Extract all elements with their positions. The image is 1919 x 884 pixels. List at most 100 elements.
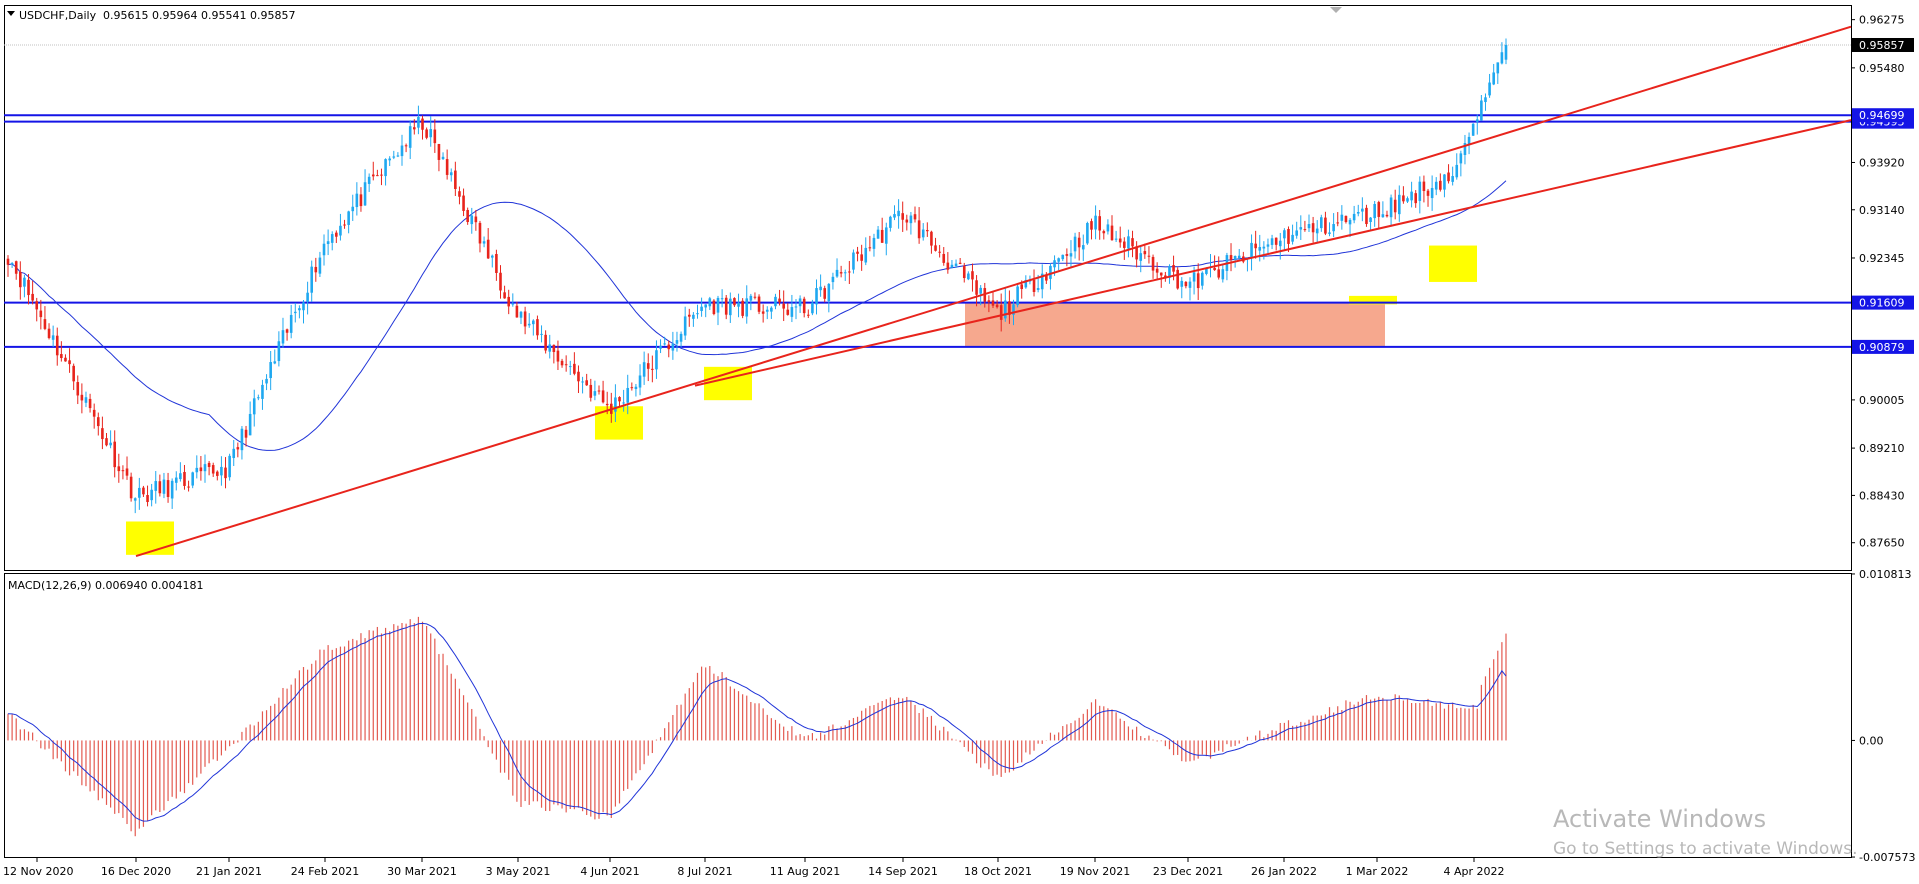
- candle-body: [60, 354, 63, 359]
- macd-tick-label: -0.007573: [1859, 851, 1915, 864]
- candle-body: [499, 272, 502, 291]
- candle-body: [770, 307, 773, 312]
- price-tick-label: 0.88430: [1859, 489, 1905, 502]
- candle-body: [462, 195, 465, 211]
- candle-body: [76, 382, 80, 396]
- candle-body: [651, 368, 654, 370]
- candle-body: [490, 255, 494, 258]
- candle-body: [1196, 273, 1200, 289]
- candle-body: [585, 380, 588, 386]
- candle-body: [511, 303, 515, 305]
- candle-body: [523, 311, 527, 327]
- candle-body: [1488, 82, 1491, 96]
- candle-body: [408, 126, 412, 148]
- candle-body: [351, 206, 355, 212]
- candle-body: [1135, 246, 1138, 260]
- candle-body: [47, 328, 51, 339]
- candle-body: [1065, 254, 1069, 256]
- candle-body: [852, 252, 855, 270]
- candle-body: [1492, 72, 1495, 85]
- candle-body: [872, 237, 876, 249]
- level-label-text: 0.94699: [1859, 109, 1905, 122]
- candle-body: [527, 323, 531, 326]
- candle-body: [179, 473, 182, 480]
- candle-body: [269, 362, 272, 379]
- candle-body: [1352, 213, 1356, 221]
- candle-body: [51, 335, 55, 340]
- candle-body: [150, 489, 153, 501]
- candle-body: [191, 472, 194, 486]
- candle-body: [638, 375, 642, 388]
- candle-body: [749, 295, 753, 301]
- candle-body: [298, 308, 301, 311]
- candle-body: [257, 397, 260, 399]
- candle-body: [790, 307, 794, 317]
- candle-body: [400, 145, 404, 157]
- candle-body: [273, 361, 277, 364]
- candle-body: [909, 215, 913, 224]
- candle-body: [696, 313, 699, 315]
- candle-body: [564, 364, 568, 366]
- symbol-label: USDCHF,Daily: [19, 9, 97, 22]
- candle-body: [798, 298, 802, 307]
- candle-body: [433, 129, 437, 144]
- candle-body: [938, 251, 941, 253]
- candle-body: [474, 216, 478, 223]
- candle-body: [807, 314, 810, 316]
- level-label-box: [1852, 295, 1914, 310]
- candle-body: [642, 362, 646, 377]
- candle-body: [1172, 265, 1175, 272]
- candle-body: [1402, 195, 1405, 202]
- candle-body: [667, 344, 671, 350]
- candle-body: [289, 314, 293, 333]
- candle-body: [31, 293, 34, 301]
- candle-body: [1439, 180, 1442, 190]
- highlight-box: [1429, 245, 1477, 282]
- candle-body: [129, 476, 133, 499]
- candle-body: [950, 264, 954, 268]
- candle-body: [802, 298, 806, 314]
- candle-body: [1106, 224, 1110, 232]
- macd-pane[interactable]: [4, 573, 1852, 858]
- price-pane[interactable]: [4, 5, 1852, 571]
- shift-marker-icon[interactable]: [1330, 7, 1342, 13]
- support-zone: [965, 302, 1385, 347]
- candle-body: [995, 304, 999, 308]
- candle-body: [979, 287, 982, 294]
- date-tick-label: 30 Mar 2021: [387, 865, 457, 878]
- candle-body: [1484, 97, 1487, 103]
- candle-body: [975, 280, 978, 295]
- candle-body: [646, 363, 650, 369]
- candle-body: [113, 441, 117, 468]
- price-tick-label: 0.95480: [1859, 62, 1905, 75]
- collapse-arrow-icon[interactable]: [7, 11, 15, 16]
- candle-body: [601, 390, 605, 403]
- date-tick-label: 8 Jul 2021: [677, 865, 732, 878]
- level-label-text: 0.91609: [1859, 297, 1905, 310]
- candle-body: [971, 271, 974, 280]
- candle-body: [35, 301, 39, 310]
- candle-body: [413, 127, 416, 130]
- candle-body: [687, 314, 691, 317]
- candle-body: [1188, 281, 1192, 288]
- candle-body: [876, 229, 880, 239]
- candle-body: [967, 273, 970, 280]
- candle-body: [203, 464, 207, 472]
- candle-body: [6, 258, 10, 265]
- candle-body: [302, 302, 305, 311]
- price-tick-label: 0.90005: [1859, 394, 1905, 407]
- candle-body: [478, 222, 482, 244]
- candle-body: [515, 305, 519, 318]
- candle-body: [1303, 229, 1307, 231]
- candle-body: [1430, 187, 1434, 199]
- candle-body: [1336, 222, 1340, 224]
- candle-body: [1385, 214, 1389, 217]
- candle-body: [823, 288, 827, 299]
- candle-body: [429, 129, 433, 138]
- candle-body: [954, 263, 958, 266]
- candle-body: [261, 384, 264, 399]
- level-label-text: 0.90879: [1859, 341, 1905, 354]
- date-tick-label: 21 Jan 2021: [196, 865, 262, 878]
- watermark-subtitle: Go to Settings to activate Windows.: [1553, 839, 1858, 859]
